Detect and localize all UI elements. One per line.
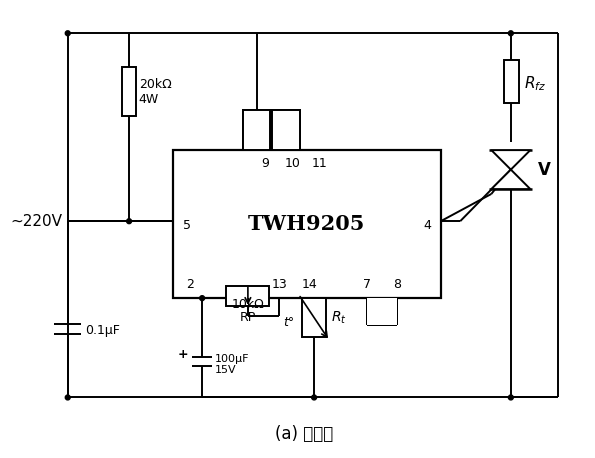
Circle shape xyxy=(65,395,70,400)
Text: ~220V: ~220V xyxy=(10,214,62,229)
Bar xyxy=(273,110,299,150)
Circle shape xyxy=(312,395,317,400)
Text: 4: 4 xyxy=(423,218,431,232)
Text: $R_t$: $R_t$ xyxy=(331,310,346,326)
Text: RP: RP xyxy=(240,311,256,324)
Text: 10kΩ: 10kΩ xyxy=(231,298,264,311)
Text: 5: 5 xyxy=(183,218,190,232)
Bar xyxy=(243,110,270,150)
Text: (a) 电路一: (a) 电路一 xyxy=(275,425,333,443)
Text: t°: t° xyxy=(283,316,295,329)
Circle shape xyxy=(508,395,513,400)
Text: 11: 11 xyxy=(312,157,328,170)
Bar xyxy=(122,67,136,116)
Polygon shape xyxy=(491,150,530,169)
Bar xyxy=(273,110,299,150)
Bar xyxy=(302,298,326,337)
Text: TWH9205: TWH9205 xyxy=(248,214,365,234)
Text: 13: 13 xyxy=(271,278,287,291)
Circle shape xyxy=(65,31,70,36)
Circle shape xyxy=(508,31,513,36)
Bar xyxy=(244,110,270,149)
Text: 2: 2 xyxy=(186,278,195,291)
Text: 7: 7 xyxy=(363,278,371,291)
Polygon shape xyxy=(491,169,530,189)
Circle shape xyxy=(127,219,131,224)
Text: 8: 8 xyxy=(393,278,401,291)
Text: 0.1μF: 0.1μF xyxy=(85,324,120,337)
Text: 10: 10 xyxy=(285,157,300,170)
Text: 20kΩ
4W: 20kΩ 4W xyxy=(139,78,171,106)
Bar xyxy=(504,60,519,104)
Circle shape xyxy=(200,296,205,300)
Bar xyxy=(227,286,270,306)
Bar xyxy=(173,150,441,298)
Bar xyxy=(273,110,299,149)
Text: $R_{fz}$: $R_{fz}$ xyxy=(524,74,547,93)
Text: 100μF
15V: 100μF 15V xyxy=(215,354,249,375)
Text: +: + xyxy=(178,348,189,361)
Bar xyxy=(243,110,270,150)
Text: 9: 9 xyxy=(261,157,270,170)
Text: 14: 14 xyxy=(302,278,317,291)
Bar xyxy=(367,298,397,326)
Text: V: V xyxy=(538,161,551,179)
